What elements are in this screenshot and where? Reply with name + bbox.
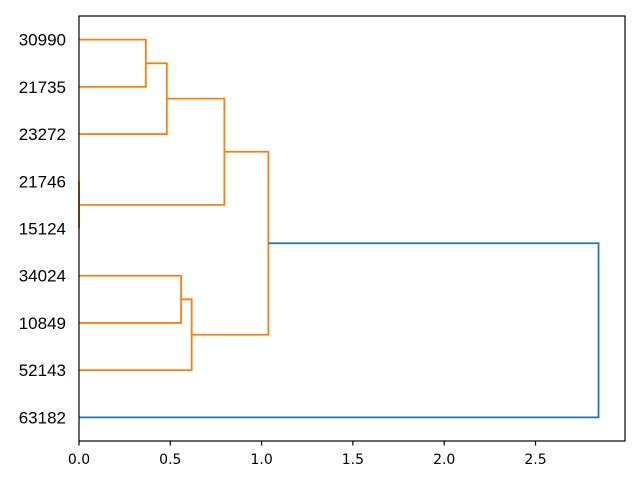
dendrogram-link-root (79, 242, 600, 419)
x-tick-label: 1.5 (342, 452, 364, 468)
leaf-label: 34024 (19, 267, 66, 286)
dendrogram-link-3 (79, 274, 182, 324)
dendrogram-link-4 (79, 298, 193, 372)
plot-frame (78, 15, 626, 442)
x-tick-label: 1.0 (250, 452, 272, 468)
x-tick-label: 2.5 (524, 452, 546, 468)
leaf-label: 21735 (19, 78, 66, 97)
x-tick-label: 0.0 (68, 452, 90, 468)
leaf-label: 63182 (19, 408, 66, 427)
leaf-label: 21746 (19, 172, 66, 191)
leaf-label: 30990 (19, 31, 66, 50)
leaf-label: 15124 (19, 220, 66, 239)
x-tick-label: 2.0 (433, 452, 455, 468)
dendrogram-link-1 (79, 62, 168, 135)
leaf-label: 23272 (19, 125, 66, 144)
dendrogram-link-5 (79, 97, 226, 206)
x-tick-label: 0.5 (159, 452, 181, 468)
leaf-label: 10849 (19, 314, 66, 333)
leaf-label: 52143 (19, 361, 66, 380)
dendrogram-link-0 (79, 38, 147, 88)
dendrogram-link-6 (191, 150, 270, 336)
